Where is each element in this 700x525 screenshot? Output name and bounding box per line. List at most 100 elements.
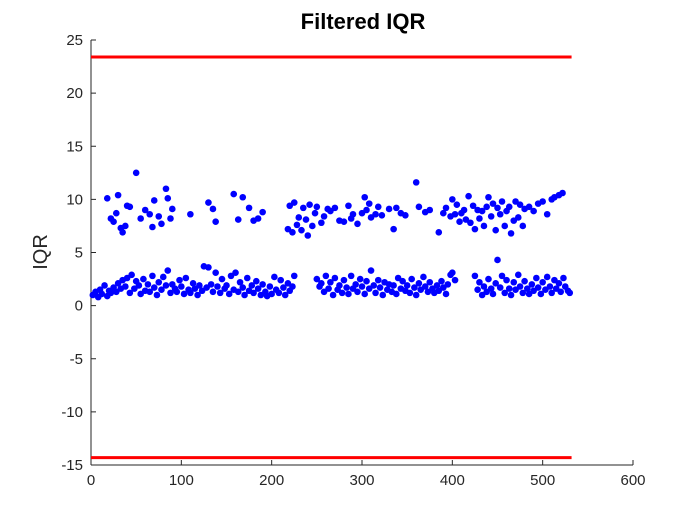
data-point bbox=[451, 276, 459, 284]
data-point bbox=[533, 274, 540, 282]
data-point bbox=[150, 284, 158, 291]
data-point bbox=[271, 273, 278, 281]
data-point bbox=[548, 289, 555, 297]
data-point bbox=[207, 281, 215, 288]
data-point bbox=[205, 264, 212, 271]
data-point bbox=[149, 272, 156, 280]
data-point bbox=[290, 272, 298, 280]
x-tick-label: 400 bbox=[440, 472, 465, 489]
data-point bbox=[250, 289, 257, 297]
data-point bbox=[302, 216, 310, 223]
data-point bbox=[187, 210, 194, 218]
data-point bbox=[390, 282, 397, 289]
y-tick-label: -15 bbox=[61, 457, 83, 474]
data-point bbox=[180, 290, 188, 298]
data-point bbox=[534, 284, 542, 291]
data-point bbox=[406, 289, 414, 297]
data-point bbox=[519, 222, 527, 230]
data-point bbox=[114, 191, 122, 199]
data-point bbox=[107, 289, 115, 297]
data-point bbox=[494, 256, 501, 264]
data-point bbox=[514, 271, 522, 279]
data-point bbox=[487, 285, 495, 292]
data-point bbox=[268, 290, 275, 298]
data-point bbox=[299, 204, 307, 212]
data-point bbox=[280, 284, 287, 291]
data-point bbox=[320, 213, 328, 220]
data-point bbox=[559, 189, 566, 197]
data-point bbox=[507, 291, 515, 299]
data-point bbox=[412, 179, 420, 186]
data-point bbox=[496, 210, 504, 218]
data-point bbox=[365, 200, 373, 207]
data-point bbox=[363, 206, 370, 214]
data-point bbox=[516, 201, 524, 208]
data-point bbox=[433, 282, 441, 289]
data-point bbox=[385, 205, 393, 213]
data-point bbox=[560, 274, 567, 282]
data-point bbox=[338, 289, 346, 297]
data-point bbox=[426, 206, 434, 214]
data-point bbox=[153, 291, 161, 299]
data-point bbox=[298, 226, 305, 234]
data-point bbox=[566, 289, 574, 297]
data-point bbox=[374, 276, 382, 284]
data-point bbox=[485, 275, 492, 283]
y-tick-label: -5 bbox=[70, 351, 83, 368]
data-point bbox=[331, 204, 339, 212]
data-point bbox=[480, 283, 488, 290]
data-point bbox=[313, 275, 321, 283]
data-point bbox=[496, 284, 504, 291]
data-point bbox=[259, 208, 266, 216]
data-point bbox=[254, 215, 262, 222]
data-point bbox=[119, 229, 126, 236]
data-point bbox=[239, 284, 247, 291]
data-point bbox=[158, 220, 165, 228]
data-point bbox=[146, 210, 154, 218]
data-point bbox=[354, 288, 361, 296]
data-point bbox=[503, 276, 510, 284]
data-point bbox=[514, 214, 522, 221]
y-tick-label: 25 bbox=[66, 32, 83, 49]
data-point bbox=[356, 275, 364, 283]
data-point bbox=[442, 204, 450, 212]
data-point bbox=[440, 209, 447, 217]
data-point bbox=[507, 230, 515, 237]
data-point bbox=[408, 275, 415, 283]
data-point bbox=[449, 196, 456, 203]
data-point bbox=[340, 218, 348, 225]
data-point bbox=[173, 288, 181, 296]
data-point bbox=[253, 277, 260, 285]
data-point bbox=[519, 289, 527, 297]
y-tick-label: 20 bbox=[66, 85, 83, 102]
data-point bbox=[189, 280, 197, 287]
data-point bbox=[164, 267, 172, 274]
data-point bbox=[110, 218, 117, 225]
data-point bbox=[367, 267, 375, 274]
data-point bbox=[412, 291, 420, 299]
data-point bbox=[501, 289, 509, 297]
data-point bbox=[234, 288, 242, 296]
data-point bbox=[218, 275, 226, 283]
data-point bbox=[128, 271, 135, 279]
data-point bbox=[167, 289, 174, 297]
data-point bbox=[137, 215, 144, 222]
data-point bbox=[505, 285, 513, 292]
data-point bbox=[135, 282, 143, 289]
data-point bbox=[223, 282, 230, 289]
data-point bbox=[214, 283, 221, 290]
x-tick-label: 0 bbox=[87, 472, 95, 489]
data-point bbox=[243, 274, 251, 282]
data-point bbox=[543, 210, 551, 218]
data-point bbox=[254, 285, 262, 292]
data-point bbox=[469, 202, 477, 210]
data-point bbox=[492, 226, 499, 234]
data-point bbox=[524, 285, 531, 292]
data-point bbox=[374, 203, 382, 211]
data-point bbox=[266, 283, 274, 290]
data-point bbox=[309, 222, 316, 230]
data-point bbox=[378, 212, 386, 219]
data-point bbox=[345, 290, 352, 298]
data-point bbox=[236, 278, 244, 286]
